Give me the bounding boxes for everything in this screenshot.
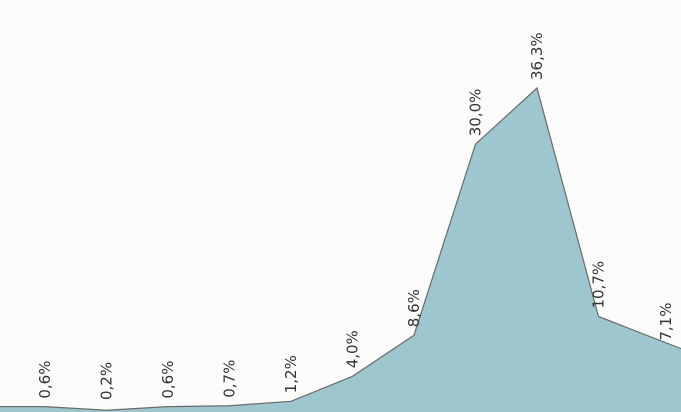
data-label: 36,3% [528,32,546,80]
data-label: 0,2% [98,362,116,400]
data-label: 0,7% [221,360,239,398]
data-label: 7,1% [657,303,675,341]
data-label: 1,2% [282,355,300,393]
area-fill [0,88,681,412]
data-label: 30,0% [467,89,485,137]
data-label: 0,6% [159,361,177,399]
data-label: 4,0% [344,330,362,368]
data-label: 0,6% [36,361,54,399]
data-label: 8,6% [405,289,423,327]
data-label: 10,7% [590,261,608,309]
series-line [0,86,681,411]
